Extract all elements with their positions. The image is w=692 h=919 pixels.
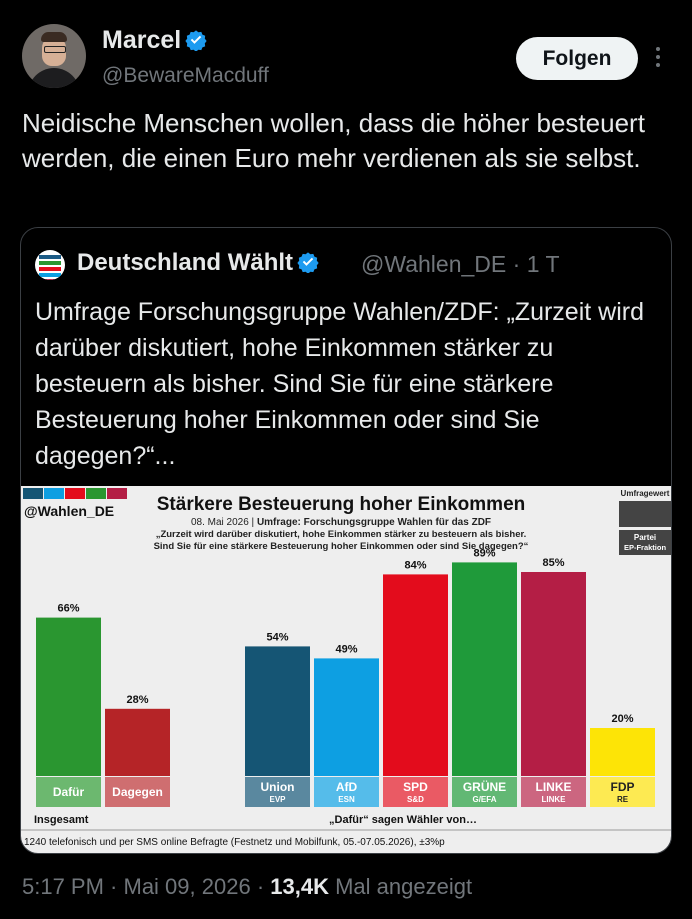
author-name[interactable]: Marcel bbox=[102, 26, 182, 54]
tweet-meta: 5:17 PM · Mai 09, 2026 · 13,4K Mal angez… bbox=[22, 874, 473, 899]
tweet-time[interactable]: 5:17 PM bbox=[22, 874, 104, 899]
bar-label-bg-union bbox=[245, 777, 310, 807]
bar-name-dagegen: Dagegen bbox=[112, 785, 163, 799]
quoted-handle[interactable]: @Wahlen_DE bbox=[361, 251, 507, 277]
bar-value-fdp: 20% bbox=[611, 713, 633, 725]
bar-value-dafür: 66% bbox=[57, 603, 79, 615]
legend-party-box bbox=[619, 530, 671, 555]
author-handle[interactable]: @BewareMacduff bbox=[102, 64, 269, 87]
bar-label-bg-spd bbox=[383, 777, 448, 807]
legend-value-label: Umfragewert bbox=[621, 489, 670, 498]
more-options-icon[interactable] bbox=[652, 47, 664, 71]
bar-value-grüne: 89% bbox=[473, 547, 495, 559]
bar-dagegen bbox=[105, 708, 170, 776]
legend-fraction-label: EP-Fraktion bbox=[624, 543, 667, 552]
group-label-parties: „Dafür“ sagen Wähler von… bbox=[329, 814, 477, 826]
bar-name-union: Union bbox=[261, 780, 295, 794]
chart-question-2: Sind Sie für eine stärkere Besteuerung h… bbox=[154, 541, 529, 552]
tweet-text: Neidische Menschen wollen, dass die höhe… bbox=[22, 108, 645, 173]
bar-label-bg-afd bbox=[314, 777, 379, 807]
bar-name-afd: AfD bbox=[336, 780, 358, 794]
bar-label-bg-dagegen bbox=[105, 777, 170, 807]
chart-brand: @Wahlen_DE bbox=[24, 503, 114, 519]
chart-footnote: 1240 telefonisch und per SMS online Befr… bbox=[24, 837, 445, 848]
tweet-date[interactable]: Mai 09, 2026 bbox=[123, 874, 251, 899]
verified-badge-icon bbox=[185, 30, 207, 51]
quoted-name[interactable]: Deutschland Wählt bbox=[77, 249, 294, 276]
chart-source: Umfrage: Forschungsgruppe Wahlen für das… bbox=[257, 517, 491, 528]
group-label-total: Insgesamt bbox=[34, 814, 89, 826]
bar-name-fdp: FDP bbox=[611, 780, 635, 794]
bar-name-grüne: GRÜNE bbox=[463, 779, 506, 794]
bar-dafür bbox=[36, 617, 101, 776]
follow-button[interactable]: Folgen bbox=[516, 37, 638, 80]
bar-fraction-spd: S&D bbox=[407, 795, 424, 804]
chart-date: 08. Mai 2026 bbox=[191, 517, 249, 528]
bar-fraction-afd: ESN bbox=[338, 795, 355, 804]
view-count-label: Mal angezeigt bbox=[335, 874, 473, 899]
quoted-avatar[interactable] bbox=[35, 250, 65, 280]
author-name-row[interactable]: Marcel bbox=[102, 26, 207, 55]
bar-grüne bbox=[452, 562, 517, 776]
quoted-text: Umfrage Forschungsgruppe Wahlen/ZDF: „Zu… bbox=[35, 298, 644, 470]
bar-spd bbox=[383, 574, 448, 776]
bar-value-union: 54% bbox=[266, 631, 288, 643]
quoted-tweet-card[interactable]: Deutschland Wählt @Wahlen_DE · 1 T Umfra… bbox=[20, 227, 672, 854]
quoted-handle-row: @Wahlen_DE · 1 T bbox=[361, 251, 560, 277]
bar-union bbox=[245, 646, 310, 776]
bar-label-bg-fdp bbox=[590, 777, 655, 807]
quoted-time[interactable]: 1 T bbox=[526, 251, 560, 277]
author-avatar[interactable] bbox=[22, 24, 86, 88]
bar-fraction-union: EVP bbox=[269, 795, 286, 804]
bar-fraction-linke: LINKE bbox=[542, 795, 567, 804]
verified-badge-icon bbox=[297, 252, 319, 273]
bar-label-bg-grüne bbox=[452, 777, 517, 807]
bar-label-bg-linke bbox=[521, 777, 586, 807]
quoted-name-row[interactable]: Deutschland Wählt bbox=[77, 249, 319, 277]
bar-name-linke: LINKE bbox=[536, 780, 572, 794]
bar-value-afd: 49% bbox=[335, 643, 357, 655]
bar-afd bbox=[314, 658, 379, 776]
poll-chart: @Wahlen_DE Stärkere Besteuerung hoher Ei… bbox=[21, 488, 671, 848]
view-count: 13,4K bbox=[270, 874, 329, 899]
bar-value-linke: 85% bbox=[542, 557, 564, 569]
bar-linke bbox=[521, 572, 586, 776]
bar-label-bg-dafür bbox=[36, 777, 101, 807]
bar-name-spd: SPD bbox=[403, 780, 428, 794]
bar-value-dagegen: 28% bbox=[126, 694, 148, 706]
bar-name-dafür: Dafür bbox=[53, 785, 85, 799]
chart-title: Stärkere Besteuerung hoher Einkommen bbox=[157, 494, 526, 515]
chart-question-1: „Zurzeit wird darüber diskutiert, hohe E… bbox=[156, 529, 527, 540]
chart-subtitle: 08. Mai 2026 | Umfrage: Forschungsgruppe… bbox=[191, 517, 491, 528]
legend-value-box bbox=[619, 501, 671, 527]
bar-fraction-grüne: G/EFA bbox=[472, 795, 496, 804]
brand-color-stripe bbox=[23, 488, 127, 499]
bar-value-spd: 84% bbox=[404, 559, 426, 571]
poll-chart-image[interactable]: @Wahlen_DE Stärkere Besteuerung hoher Ei… bbox=[21, 486, 671, 853]
legend-party-label: Partei bbox=[634, 533, 656, 542]
bar-fraction-fdp: RE bbox=[617, 795, 629, 804]
bar-fdp bbox=[590, 728, 655, 776]
